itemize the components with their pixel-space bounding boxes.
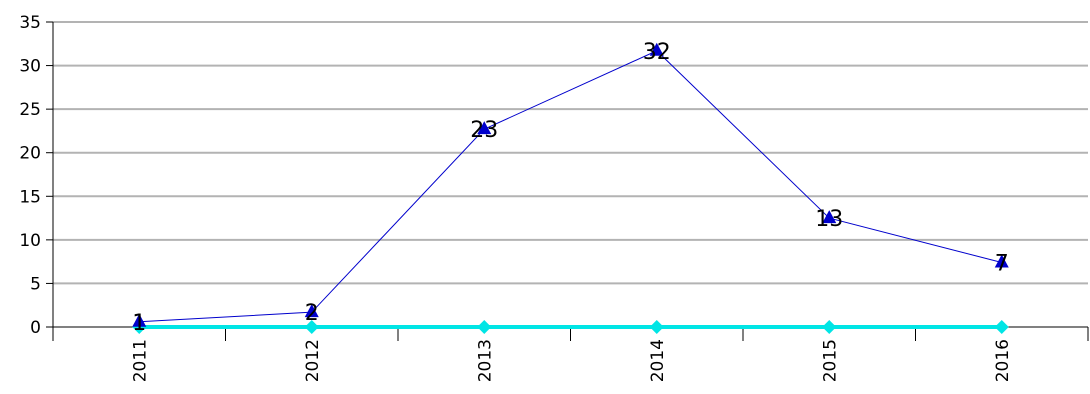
x-tick-label-2014: 2014 [648,339,668,382]
x-axis-ticks: 2011 2012 2013 2014 2015 2016 [53,327,1088,382]
series-layer [132,43,1009,334]
y-tick-label: 15 [19,187,41,207]
x-tick-label-2016: 2016 [993,339,1013,382]
diamond-marker [995,320,1009,334]
data-labels: 1 2 23 32 13 7 [132,40,1009,336]
x-tick-label-2015: 2015 [820,339,840,382]
y-tick-label: 20 [19,144,41,164]
data-label: 23 [470,118,498,143]
x-tick-label-2011: 2011 [130,339,150,382]
y-tick-label: 35 [19,13,41,33]
axes [53,22,1088,341]
data-label: 2 [305,301,319,326]
data-label: 7 [995,252,1009,277]
x-tick-label-2012: 2012 [303,339,323,382]
data-label: 1 [132,311,146,336]
y-axis-ticks: 0 5 10 15 20 25 30 35 [19,13,53,338]
series-line-main [139,51,1002,322]
y-tick-label: 30 [19,57,41,77]
gridlines [53,22,1088,283]
diamond-marker [477,320,491,334]
y-tick-label: 0 [30,318,41,338]
y-tick-label: 5 [30,274,41,294]
y-tick-label: 10 [19,231,41,251]
data-label: 32 [643,40,671,65]
diamond-marker [822,320,836,334]
diamond-marker [650,320,664,334]
x-tick-label-2013: 2013 [475,339,495,382]
y-tick-label: 25 [19,100,41,120]
data-label: 13 [815,207,843,232]
